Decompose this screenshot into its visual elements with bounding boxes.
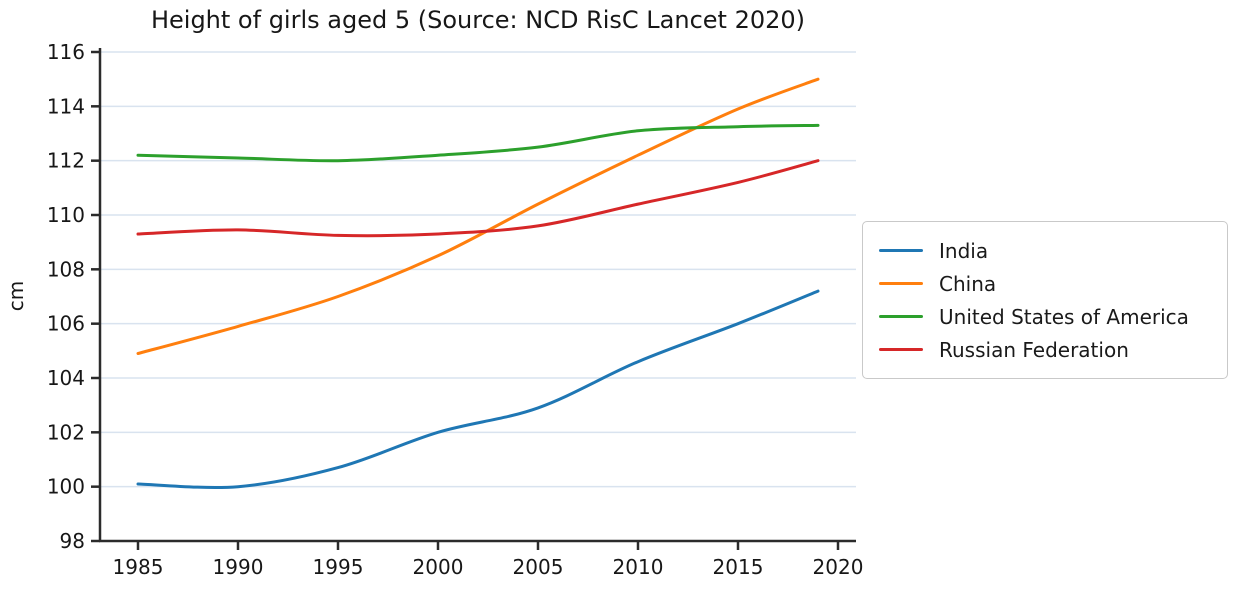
y-tick-label-108: 108: [47, 257, 85, 281]
series-line-russian-federation: [136, 159, 820, 238]
series-line-united-states-of-america: [136, 123, 820, 163]
legend-label-united-states-of-america: United States of America: [939, 304, 1189, 329]
x-tick-label-2020: 2020: [813, 555, 864, 579]
y-tick-label-100: 100: [47, 475, 85, 499]
legend-label-india: India: [939, 238, 989, 263]
y-tick-label-112: 112: [47, 149, 85, 173]
x-tick-label-1990: 1990: [213, 555, 264, 579]
x-tick-label-2010: 2010: [613, 555, 664, 579]
legend-item-russian-federation: Russian Federation: [879, 333, 1211, 366]
legend-swatch-india: [879, 248, 923, 253]
series-line-china: [136, 77, 820, 355]
legend-item-united-states-of-america: United States of America: [879, 300, 1211, 333]
chart-title: Height of girls aged 5 (Source: NCD RisC…: [150, 6, 806, 34]
y-tick-label-98: 98: [60, 529, 85, 553]
y-tick-label-116: 116: [47, 40, 85, 64]
y-tick-label-110: 110: [47, 203, 85, 227]
legend-swatch-russian-federation: [879, 347, 923, 352]
x-tick-label-1995: 1995: [313, 555, 364, 579]
x-tick-label-2005: 2005: [513, 555, 564, 579]
x-tick-label-2000: 2000: [413, 555, 464, 579]
series-line-india: [136, 289, 820, 489]
legend-label-russian-federation: Russian Federation: [939, 337, 1129, 362]
legend-item-china: China: [879, 267, 1211, 300]
y-tick-label-102: 102: [47, 420, 85, 444]
legend-item-india: India: [879, 234, 1211, 267]
legend-swatch-united-states-of-america: [879, 314, 923, 319]
legend-swatch-china: [879, 281, 923, 286]
x-tick-label-2015: 2015: [713, 555, 764, 579]
y-tick-label-106: 106: [47, 312, 85, 336]
y-tick-label-114: 114: [47, 94, 85, 118]
legend-label-china: China: [939, 271, 997, 296]
x-tick-label-1985: 1985: [113, 555, 164, 579]
legend-box: India China United States of America Russia…: [862, 221, 1228, 379]
y-tick-label-104: 104: [47, 366, 85, 390]
